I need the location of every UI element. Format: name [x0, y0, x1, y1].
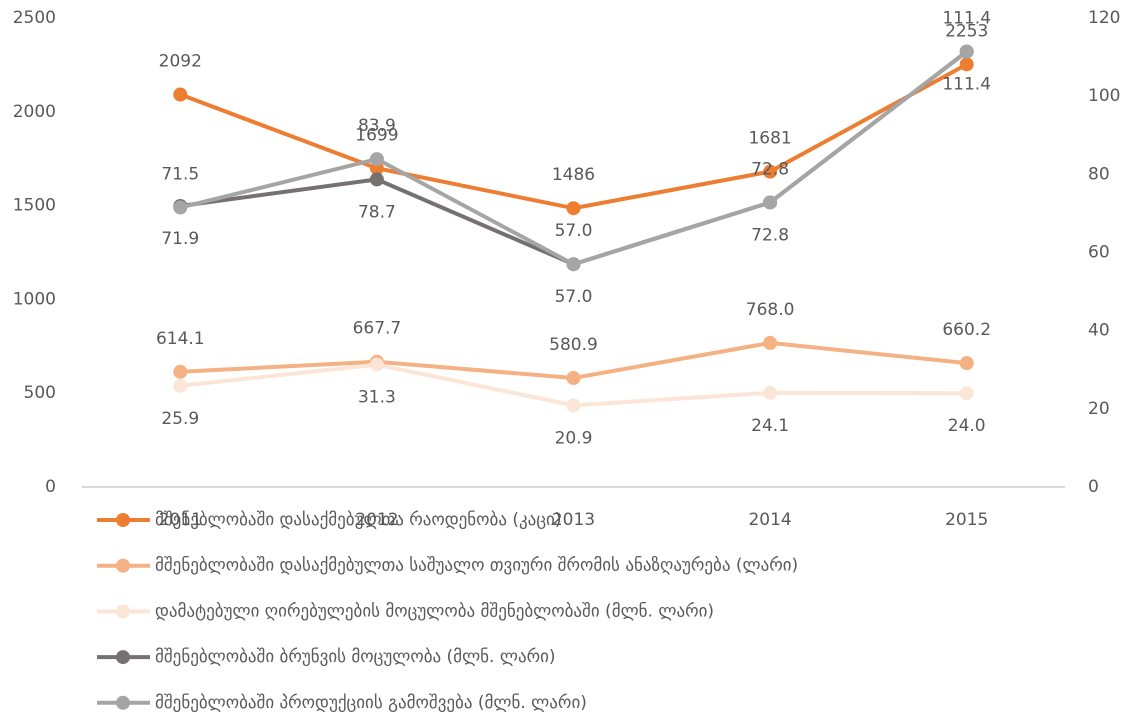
y2-tick-label: 120	[1088, 8, 1120, 28]
data-point	[566, 371, 581, 386]
data-label: 57.0	[555, 221, 593, 241]
data-label: 1681	[748, 129, 791, 149]
data-point	[566, 398, 581, 413]
data-label: 20.9	[555, 428, 593, 448]
legend-label: მშენებლობაში ბრუნვის მოცულობა (მლნ. ლარი…	[155, 647, 556, 667]
y2-tick-label: 20	[1088, 399, 1110, 419]
data-point	[173, 87, 188, 102]
data-label: 667.7	[353, 319, 402, 339]
y-tick-label: 2000	[13, 102, 56, 122]
y2-tick-label: 0	[1088, 477, 1099, 497]
data-point	[369, 357, 384, 372]
data-point	[763, 164, 778, 179]
data-label: 31.3	[358, 388, 396, 408]
data-label: 111.4	[942, 75, 991, 95]
legend-label: მშენებლობაში პროდუქციის გამოშვება (მლნ. …	[155, 693, 587, 713]
data-point	[959, 44, 974, 59]
legend-marker	[116, 513, 130, 527]
data-label: 111.4	[942, 9, 991, 29]
data-label: 72.8	[751, 225, 789, 245]
legend-marker	[116, 650, 130, 665]
y2-tick-label: 40	[1088, 321, 1110, 341]
y2-tick-label: 100	[1088, 86, 1120, 106]
data-point	[369, 152, 384, 167]
data-label: 660.2	[942, 320, 991, 340]
data-point	[369, 172, 384, 187]
y2-tick-label: 60	[1088, 243, 1110, 263]
x-tick-label: 2015	[945, 510, 988, 530]
legend-marker	[116, 695, 130, 710]
legend-marker	[116, 604, 130, 619]
legend-label: მშენებლობაში დასაქმებულთა საშუალო თვიური…	[155, 556, 798, 576]
data-label: 25.9	[161, 409, 199, 429]
legend-label: მშენებლობაში დასაქმებულთა რაოდენობა (კაც…	[155, 510, 561, 530]
data-label: 71.5	[161, 165, 199, 185]
series-line	[179, 62, 968, 211]
data-point	[763, 385, 778, 400]
data-point	[566, 257, 581, 272]
data-label: 1486	[552, 165, 595, 185]
legend-label: დამატებული ღირებულების მოცულობა მშენებლო…	[155, 601, 714, 621]
data-point	[763, 335, 778, 350]
data-label: 580.9	[549, 335, 598, 355]
y-tick-label: 2500	[13, 8, 56, 28]
data-point	[173, 378, 188, 393]
data-label: 57.0	[555, 287, 593, 307]
y-tick-label: 500	[24, 383, 56, 403]
data-label: 83.9	[358, 116, 396, 136]
data-label: 78.7	[358, 202, 396, 222]
data-point	[173, 200, 188, 215]
data-label: 2253	[945, 21, 988, 41]
x-tick-label: 2012	[355, 510, 398, 530]
y-tick-label: 1500	[13, 196, 56, 216]
y-tick-label: 1000	[13, 289, 56, 309]
data-label: 24.1	[751, 416, 789, 436]
data-point	[566, 201, 581, 216]
x-tick-label: 2013	[552, 510, 595, 530]
data-label: 2092	[159, 52, 202, 72]
y-tick-label: 0	[45, 477, 56, 497]
data-point	[959, 356, 974, 371]
data-label: 71.9	[161, 229, 199, 249]
data-label: 1699	[355, 125, 398, 145]
y2-tick-label: 80	[1088, 164, 1110, 184]
legend-marker	[116, 558, 130, 573]
data-label: 72.8	[751, 159, 789, 179]
data-label: 614.1	[156, 329, 205, 349]
x-tick-label: 2011	[159, 510, 202, 530]
data-label: 768.0	[746, 300, 795, 320]
data-label: 24.0	[948, 416, 986, 436]
data-point	[763, 195, 778, 210]
data-point	[173, 364, 188, 379]
data-point	[959, 57, 974, 72]
data-point	[959, 386, 974, 401]
x-tick-label: 2014	[748, 510, 791, 530]
